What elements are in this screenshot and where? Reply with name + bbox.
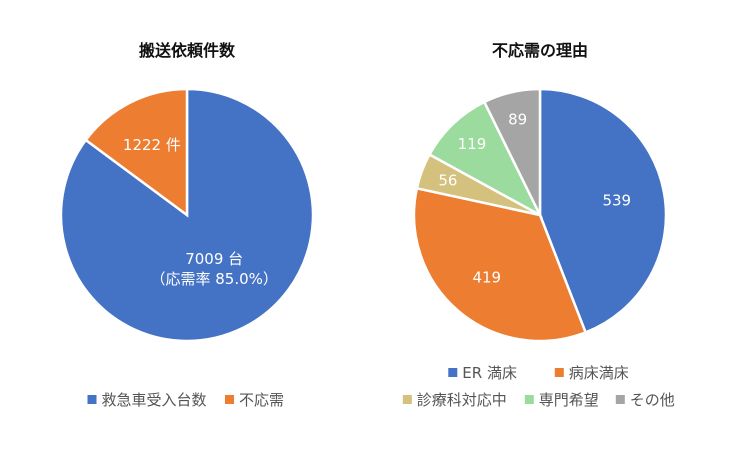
slice-label-1-4: 89: [508, 110, 527, 128]
pie-slice-0-1: [84, 87, 189, 218]
chart-title-refusal-reasons: 不応需の理由: [492, 41, 588, 60]
pie-slice-1-4: [482, 87, 542, 216]
legend-swatch-1-3: [524, 395, 534, 404]
pie-slice-1-0: [538, 87, 668, 335]
legend-label-1-2: 診療科対応中: [417, 391, 507, 409]
legend-label-1-0: ER 満床: [462, 364, 517, 382]
slice-label-0-1: 1222 件: [123, 136, 181, 154]
slice-label-1-2: 56: [438, 172, 457, 190]
legend-label-1-4: その他: [630, 391, 675, 409]
slice-label-1-1: 419: [472, 268, 501, 286]
legend-label-0-1: 不応需: [239, 391, 284, 409]
legend-swatch-0-1: [225, 395, 234, 404]
pie-slice-1-3: [427, 100, 543, 218]
legend-swatch-1-4: [615, 395, 625, 404]
legend-label-1-3: 専門希望: [539, 391, 599, 409]
legend-swatch-1-1: [554, 368, 564, 377]
slice-label-0-0-1: （応需率 85.0%）: [150, 270, 277, 288]
legend-label-0-0: 救急車受入台数: [102, 391, 207, 409]
pie-refusal-reasons: 539 419 56 119 89: [412, 87, 668, 343]
legend-swatch-1-0: [448, 368, 458, 377]
slice-label-1-3: 119: [458, 135, 487, 153]
slice-label-0-0-0: 7009 台: [185, 250, 243, 268]
pie-dispatch-requests: 7009 台 （応需率 85.0%） 1222 件: [59, 87, 315, 343]
chart-title-dispatch-requests: 搬送依頼件数: [139, 41, 236, 60]
pie-slice-1-1: [412, 186, 588, 343]
legend-label-1-1: 病床満床: [569, 364, 629, 382]
slice-label-1-0: 539: [602, 192, 631, 210]
legend-swatch-0-0: [87, 395, 97, 404]
legend-swatch-1-2: [402, 395, 412, 404]
legend-dispatch-requests: 救急車受入台数 不応需: [87, 391, 284, 409]
